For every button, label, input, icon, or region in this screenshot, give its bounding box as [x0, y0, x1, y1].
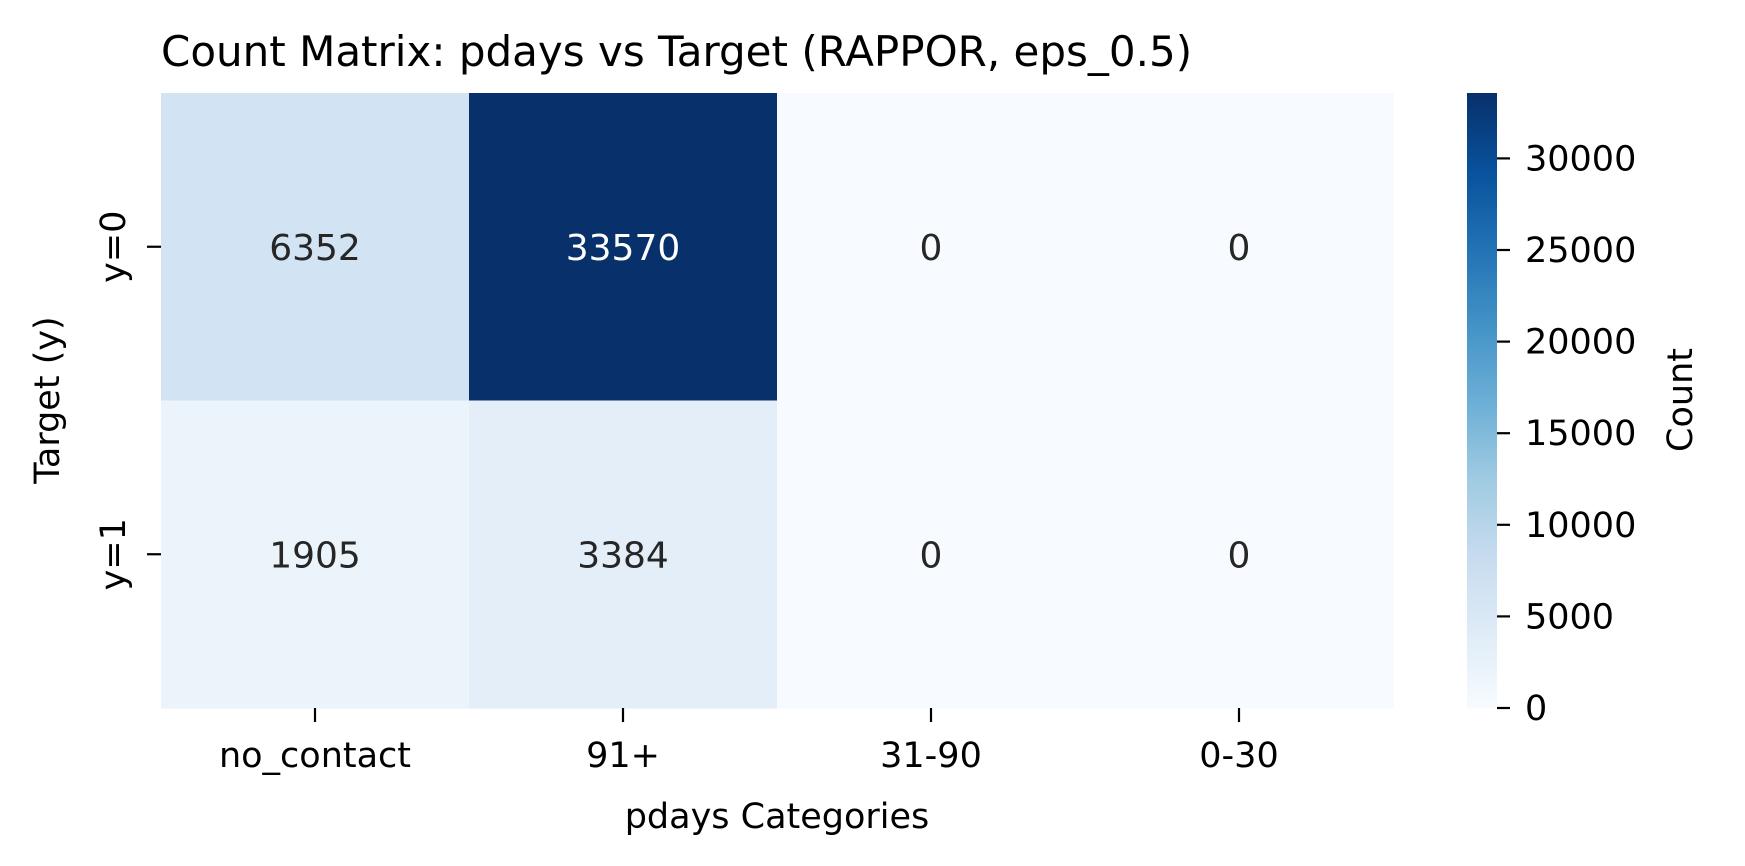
heatmap-cell	[469, 93, 778, 402]
colorbar-tick-label: 0	[1525, 689, 1547, 729]
cell-value-label: 1905	[269, 535, 361, 576]
y-axis-label: Target (y)	[28, 316, 68, 484]
heatmap-cell	[161, 400, 470, 709]
cell-value-label: 0	[1228, 228, 1251, 269]
colorbar-label: Count	[1661, 348, 1701, 452]
heatmap-cell	[777, 400, 1086, 709]
cell-value-label: 6352	[269, 228, 361, 269]
chart-title: Count Matrix: pdays vs Target (RAPPOR, e…	[161, 27, 1192, 76]
colorbar-tick-label: 30000	[1525, 139, 1636, 179]
y-axis-ticks: y=0 y=1	[94, 211, 161, 590]
heatmap-cell	[1085, 93, 1394, 402]
colorbar-tick-label: 10000	[1525, 506, 1636, 546]
cell-value-label: 3384	[577, 535, 669, 576]
cell-value-label: 0	[920, 228, 943, 269]
heatmap-cells	[161, 93, 1394, 709]
x-tick-label: 0-30	[1199, 736, 1278, 776]
colorbar-tick-label: 20000	[1525, 323, 1636, 363]
heatmap-cell	[161, 93, 470, 402]
x-tick-label: 31-90	[880, 736, 982, 776]
x-tick-label: no_contact	[219, 736, 411, 776]
colorbar-ticks: 0 5000 10000 15000 20000 25000 30000	[1497, 139, 1636, 729]
heatmap-cell	[1085, 400, 1394, 709]
y-tick-label: y=1	[94, 518, 134, 590]
x-axis-label: pdays Categories	[625, 797, 930, 837]
heatmap-cell	[469, 400, 778, 709]
colorbar-tick-label: 5000	[1525, 597, 1614, 637]
cell-value-label: 0	[920, 535, 943, 576]
x-tick-label: 91+	[586, 736, 660, 776]
x-axis-ticks: no_contact 91+ 31-90 0-30	[219, 708, 1279, 776]
heatmap-cell	[777, 93, 1086, 402]
colorbar	[1467, 93, 1497, 708]
cell-value-label: 33570	[566, 228, 681, 269]
colorbar-tick-label: 25000	[1525, 231, 1636, 271]
y-tick-label: y=0	[94, 211, 134, 283]
colorbar-tick-label: 15000	[1525, 414, 1636, 454]
cell-value-labels: 6352 33570 0 0 1905 3384 0 0	[269, 228, 1250, 577]
cell-value-label: 0	[1228, 535, 1251, 576]
